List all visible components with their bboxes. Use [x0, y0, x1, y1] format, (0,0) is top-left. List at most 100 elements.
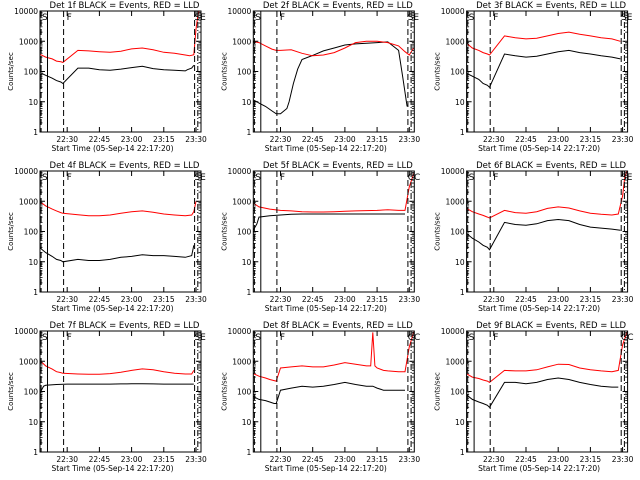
- chart-title: Det 1f BLACK = Events, RED = LLD: [50, 1, 200, 11]
- y-tick-label: 1: [33, 128, 38, 137]
- x-tick-label: 23:30: [398, 135, 420, 144]
- y-tick-label: 10000: [14, 167, 38, 176]
- x-tick-label: 23:30: [612, 455, 634, 464]
- x-tick-label: 23:30: [185, 455, 207, 464]
- y-axis-label: Counts/sec: [220, 372, 228, 411]
- x-tick-label: 22:30: [483, 455, 505, 464]
- x-tick-label: 22:45: [302, 295, 324, 304]
- y-tick-label: 100: [237, 68, 252, 77]
- marker-label: S: [42, 333, 48, 343]
- chart-title: Det 9f BLACK = Events, RED = LLD: [476, 321, 626, 331]
- marker-label: S: [42, 13, 48, 23]
- y-tick-label: 10: [28, 258, 38, 267]
- y-tick-label: 1000: [446, 197, 465, 206]
- marker-label: S: [469, 173, 475, 183]
- x-tick-label: 23:30: [185, 135, 207, 144]
- y-tick-label: 10: [455, 98, 465, 107]
- chart-title: Det 6f BLACK = Events, RED = LLD: [476, 161, 626, 171]
- marker-label: S: [469, 333, 475, 343]
- y-axis-label: Counts/sec: [434, 372, 442, 411]
- x-tick-label: 23:15: [580, 135, 602, 144]
- x-tick-label: 23:00: [547, 455, 569, 464]
- plot-frame: [252, 170, 415, 293]
- plot-frame: [466, 330, 629, 453]
- y-tick-label: 10: [28, 418, 38, 427]
- y-tick-label: 1000: [232, 37, 251, 46]
- series-events-line: [40, 65, 195, 85]
- x-axis-label: Start Time (05-Sep-14 22:17:20): [478, 464, 600, 473]
- y-tick-label: 10: [242, 258, 252, 267]
- marker-label: F: [67, 13, 72, 23]
- x-tick-label: 23:15: [153, 295, 175, 304]
- y-axis-label: Counts/sec: [220, 52, 228, 91]
- x-axis-label: Start Time (05-Sep-14 22:17:20): [265, 144, 387, 153]
- plot-frame: [466, 10, 629, 133]
- y-axis-label: Counts/sec: [220, 212, 228, 251]
- marker-label: F: [67, 173, 72, 183]
- y-tick-label: 10000: [441, 7, 465, 16]
- series-events-line: [253, 41, 408, 115]
- marker-label: F: [493, 13, 498, 23]
- x-axis-label: Start Time (05-Sep-14 22:17:20): [52, 144, 174, 153]
- series-lld-line: [253, 331, 415, 382]
- x-tick-label: 23:00: [547, 295, 569, 304]
- y-tick-label: 10: [28, 98, 38, 107]
- marker-label: S: [255, 333, 261, 343]
- x-tick-label: 22:30: [270, 135, 292, 144]
- x-tick-label: 23:15: [580, 455, 602, 464]
- y-tick-label: 10: [455, 258, 465, 267]
- y-axis-label: Counts/sec: [434, 52, 442, 91]
- series-events-line: [40, 383, 194, 396]
- y-tick-label: 100: [24, 388, 39, 397]
- x-tick-label: 23:00: [334, 295, 356, 304]
- marker-label: F: [493, 333, 498, 343]
- plot-frame: [252, 330, 415, 453]
- x-axis-label: Start Time (05-Sep-14 22:17:20): [478, 144, 600, 153]
- y-tick-label: 10: [455, 418, 465, 427]
- y-tick-label: 1: [33, 448, 38, 457]
- series-lld-line: [40, 201, 197, 217]
- y-tick-label: 10000: [14, 7, 38, 16]
- y-tick-label: 10000: [227, 327, 251, 336]
- x-tick-label: 23:00: [121, 135, 143, 144]
- chart-title: Det 3f BLACK = Events, RED = LLD: [476, 1, 626, 11]
- marker-label: S: [255, 173, 261, 183]
- marker-label: S: [255, 13, 261, 23]
- x-tick-label: 23:15: [366, 135, 388, 144]
- plot-frame: [466, 170, 629, 293]
- y-tick-label: 100: [450, 68, 465, 77]
- x-tick-label: 23:00: [547, 135, 569, 144]
- marker-label: F: [280, 333, 285, 343]
- y-tick-label: 100: [450, 388, 465, 397]
- plot-frame: [39, 170, 202, 293]
- y-axis-label: Counts/sec: [7, 372, 15, 411]
- y-tick-label: 10000: [14, 327, 38, 336]
- plot-frame: [39, 10, 202, 133]
- series-events-line: [466, 49, 621, 89]
- y-tick-label: 100: [237, 228, 252, 237]
- x-tick-label: 22:30: [483, 295, 505, 304]
- y-tick-label: 1: [247, 448, 252, 457]
- y-tick-label: 1000: [19, 357, 38, 366]
- y-tick-label: 1: [460, 448, 465, 457]
- series-lld-line: [253, 171, 415, 213]
- x-tick-label: 22:30: [56, 135, 78, 144]
- y-tick-label: 100: [237, 388, 252, 397]
- x-tick-label: 22:45: [515, 295, 537, 304]
- x-tick-label: 23:30: [612, 135, 634, 144]
- x-tick-label: 22:30: [56, 455, 78, 464]
- y-tick-label: 1: [460, 288, 465, 297]
- plot-frame: [39, 330, 202, 453]
- y-tick-label: 10000: [441, 167, 465, 176]
- chart-title: Det 2f BLACK = Events, RED = LLD: [263, 1, 413, 11]
- y-axis-label: Counts/sec: [7, 52, 15, 91]
- x-tick-label: 23:30: [612, 295, 634, 304]
